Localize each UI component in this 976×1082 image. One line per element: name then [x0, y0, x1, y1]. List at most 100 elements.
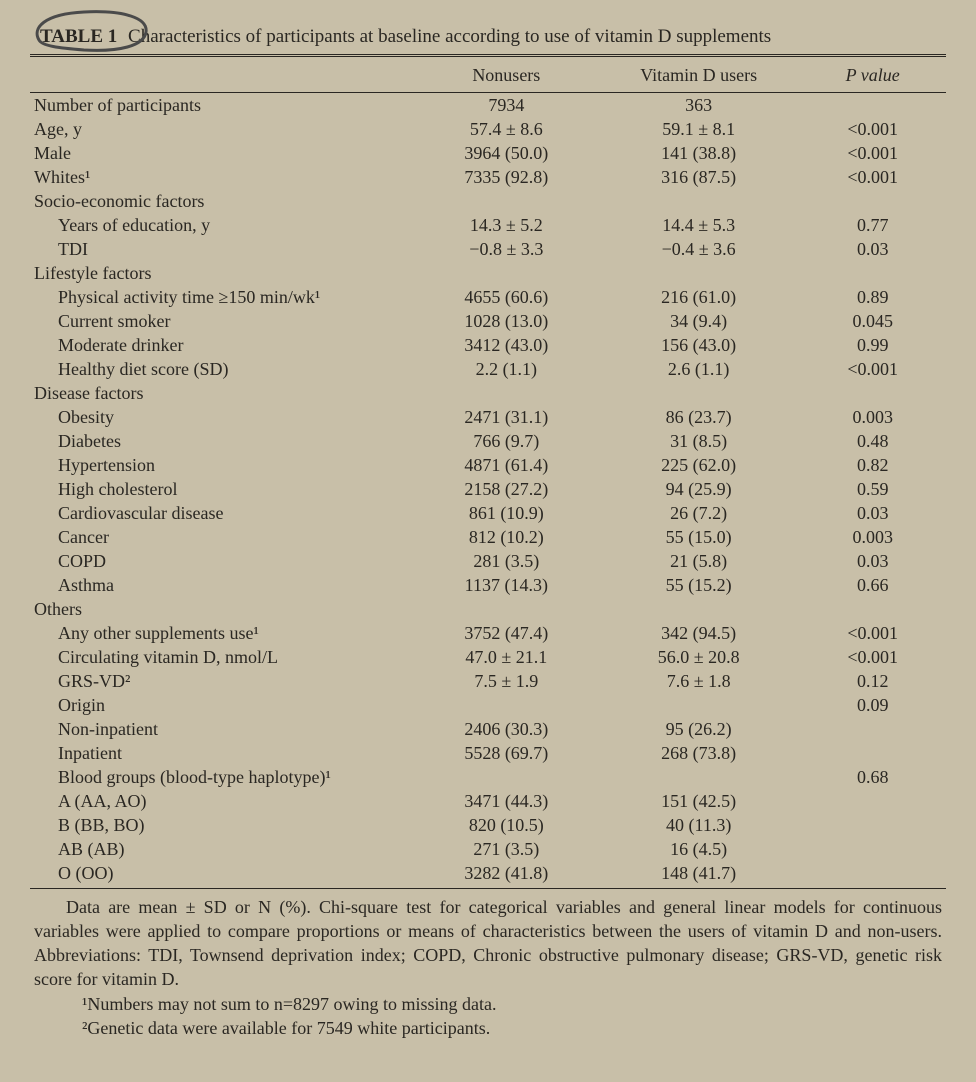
row-label: Obesity	[30, 405, 415, 429]
table-row: Number of participants7934363	[30, 93, 946, 118]
cell-nonusers: −0.8 ± 3.3	[415, 237, 598, 261]
cell-users	[598, 597, 800, 621]
footnote-2: ²Genetic data were available for 7549 wh…	[34, 1016, 942, 1040]
table-row: Cancer812 (10.2)55 (15.0)0.003	[30, 525, 946, 549]
cell-pvalue	[799, 861, 946, 888]
footnotes: Data are mean ± SD or N (%). Chi-square …	[30, 895, 946, 1041]
col-nonusers: Nonusers	[415, 57, 598, 93]
cell-nonusers: 5528 (69.7)	[415, 741, 598, 765]
cell-users: 94 (25.9)	[598, 477, 800, 501]
row-label: Hypertension	[30, 453, 415, 477]
cell-pvalue	[799, 597, 946, 621]
table-row: High cholesterol2158 (27.2)94 (25.9)0.59	[30, 477, 946, 501]
cell-users	[598, 693, 800, 717]
table-row: COPD281 (3.5)21 (5.8)0.03	[30, 549, 946, 573]
cell-pvalue	[799, 717, 946, 741]
table-row: Lifestyle factors	[30, 261, 946, 285]
cell-nonusers: 3752 (47.4)	[415, 621, 598, 645]
cell-pvalue: 0.77	[799, 213, 946, 237]
cell-users	[598, 261, 800, 285]
row-label: Male	[30, 141, 415, 165]
row-label: Any other supplements use¹	[30, 621, 415, 645]
row-label: Cancer	[30, 525, 415, 549]
table-row: TDI−0.8 ± 3.3−0.4 ± 3.60.03	[30, 237, 946, 261]
table-row: Diabetes766 (9.7)31 (8.5)0.48	[30, 429, 946, 453]
table-row: Blood groups (blood-type haplotype)¹0.68	[30, 765, 946, 789]
cell-nonusers: 820 (10.5)	[415, 813, 598, 837]
row-label: Moderate drinker	[30, 333, 415, 357]
cell-nonusers	[415, 381, 598, 405]
cell-nonusers: 2.2 (1.1)	[415, 357, 598, 381]
table-row: Cardiovascular disease861 (10.9)26 (7.2)…	[30, 501, 946, 525]
cell-nonusers: 57.4 ± 8.6	[415, 117, 598, 141]
cell-pvalue: 0.045	[799, 309, 946, 333]
cell-pvalue: 0.03	[799, 501, 946, 525]
table-row: Obesity2471 (31.1)86 (23.7)0.003	[30, 405, 946, 429]
cell-nonusers: 4871 (61.4)	[415, 453, 598, 477]
row-label: Circulating vitamin D, nmol/L	[30, 645, 415, 669]
cell-users: 26 (7.2)	[598, 501, 800, 525]
table-row: Origin0.09	[30, 693, 946, 717]
cell-pvalue: 0.68	[799, 765, 946, 789]
cell-nonusers: 861 (10.9)	[415, 501, 598, 525]
table-row: Physical activity time ≥150 min/wk¹4655 …	[30, 285, 946, 309]
table-row: Any other supplements use¹3752 (47.4)342…	[30, 621, 946, 645]
row-label: Healthy diet score (SD)	[30, 357, 415, 381]
row-label: TDI	[30, 237, 415, 261]
cell-nonusers: 3412 (43.0)	[415, 333, 598, 357]
cell-nonusers: 281 (3.5)	[415, 549, 598, 573]
cell-pvalue	[799, 189, 946, 213]
cell-users: 316 (87.5)	[598, 165, 800, 189]
cell-users: 59.1 ± 8.1	[598, 117, 800, 141]
table-row: Current smoker1028 (13.0)34 (9.4)0.045	[30, 309, 946, 333]
cell-pvalue: <0.001	[799, 165, 946, 189]
cell-nonusers	[415, 597, 598, 621]
cell-users: 40 (11.3)	[598, 813, 800, 837]
cell-pvalue	[799, 789, 946, 813]
table-row: A (AA, AO)3471 (44.3)151 (42.5)	[30, 789, 946, 813]
row-label: Whites¹	[30, 165, 415, 189]
table-row: Healthy diet score (SD)2.2 (1.1)2.6 (1.1…	[30, 357, 946, 381]
cell-nonusers: 47.0 ± 21.1	[415, 645, 598, 669]
cell-users: 95 (26.2)	[598, 717, 800, 741]
cell-pvalue	[799, 261, 946, 285]
cell-users: 148 (41.7)	[598, 861, 800, 888]
row-label: Diabetes	[30, 429, 415, 453]
row-label: Non-inpatient	[30, 717, 415, 741]
cell-users: 55 (15.0)	[598, 525, 800, 549]
cell-pvalue	[799, 381, 946, 405]
cell-pvalue: <0.001	[799, 141, 946, 165]
table-row: Circulating vitamin D, nmol/L47.0 ± 21.1…	[30, 645, 946, 669]
table-row: Asthma1137 (14.3)55 (15.2)0.66	[30, 573, 946, 597]
table-row: Whites¹7335 (92.8)316 (87.5)<0.001	[30, 165, 946, 189]
table-row: Disease factors	[30, 381, 946, 405]
cell-nonusers: 3964 (50.0)	[415, 141, 598, 165]
table-caption: Characteristics of participants at basel…	[128, 26, 771, 47]
row-label: A (AA, AO)	[30, 789, 415, 813]
cell-nonusers	[415, 765, 598, 789]
col-users: Vitamin D users	[598, 57, 800, 93]
cell-users: 363	[598, 93, 800, 118]
cell-nonusers: 3471 (44.3)	[415, 789, 598, 813]
col-pvalue: P value	[799, 57, 946, 93]
row-label: COPD	[30, 549, 415, 573]
cell-pvalue: 0.66	[799, 573, 946, 597]
table-row: Socio-economic factors	[30, 189, 946, 213]
cell-users: 34 (9.4)	[598, 309, 800, 333]
row-label: High cholesterol	[30, 477, 415, 501]
cell-nonusers: 7.5 ± 1.9	[415, 669, 598, 693]
table-row: Years of education, y14.3 ± 5.214.4 ± 5.…	[30, 213, 946, 237]
footnote-1: ¹Numbers may not sum to n=8297 owing to …	[34, 992, 942, 1016]
cell-nonusers: 271 (3.5)	[415, 837, 598, 861]
cell-users: 151 (42.5)	[598, 789, 800, 813]
table-row: Hypertension4871 (61.4)225 (62.0)0.82	[30, 453, 946, 477]
cell-nonusers: 2406 (30.3)	[415, 717, 598, 741]
cell-users: 21 (5.8)	[598, 549, 800, 573]
cell-nonusers	[415, 693, 598, 717]
cell-pvalue: 0.12	[799, 669, 946, 693]
table-row: GRS-VD²7.5 ± 1.97.6 ± 1.80.12	[30, 669, 946, 693]
cell-pvalue: 0.03	[799, 549, 946, 573]
cell-pvalue: 0.99	[799, 333, 946, 357]
table-row: O (OO)3282 (41.8)148 (41.7)	[30, 861, 946, 888]
footnote-main: Data are mean ± SD or N (%). Chi-square …	[34, 897, 942, 990]
